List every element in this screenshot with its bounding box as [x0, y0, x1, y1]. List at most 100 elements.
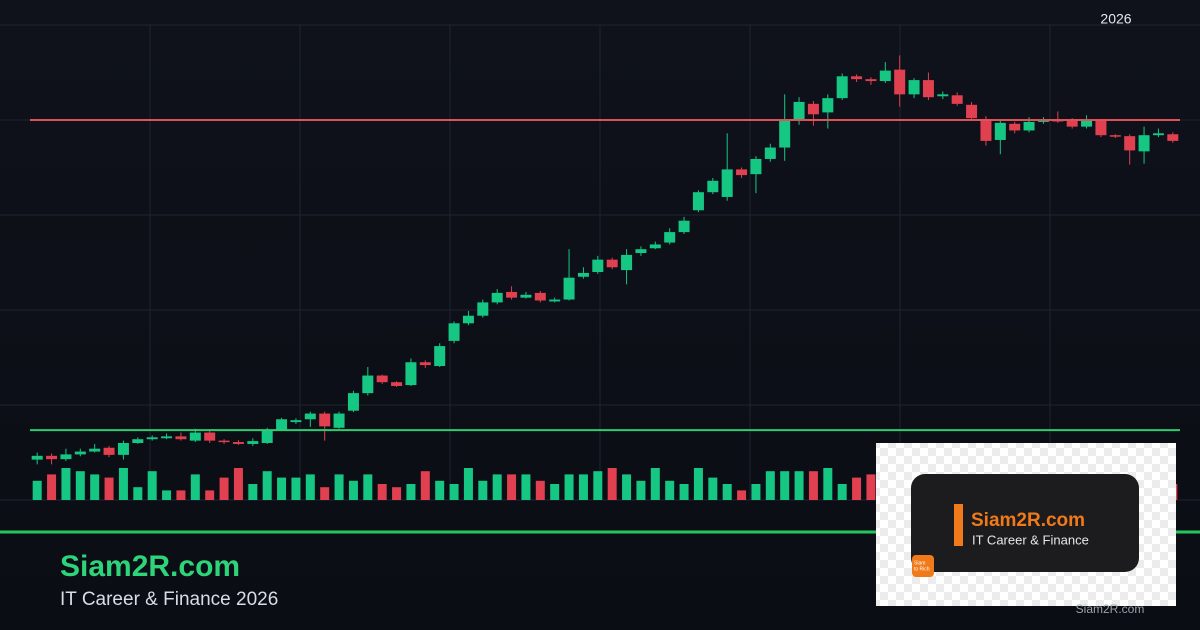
candle-body — [549, 299, 561, 302]
tagline: IT Career & Finance 2026 — [60, 589, 278, 610]
volume-bar — [420, 471, 430, 500]
logo-card: Siam2R.com IT Career & Finance Siam to R… — [876, 443, 1176, 616]
volume-bar — [176, 490, 186, 500]
candle-body — [764, 147, 776, 159]
candle-body — [218, 440, 230, 443]
candle-body — [908, 80, 920, 95]
candle-body — [46, 455, 58, 460]
candle-body — [779, 119, 791, 148]
candle-body — [290, 420, 302, 423]
candle-body — [822, 98, 834, 113]
candle-body — [391, 382, 403, 386]
volume-bar — [449, 484, 459, 500]
badge-line: Siam — [914, 560, 925, 566]
candle-body — [462, 315, 474, 324]
candle-body — [189, 432, 201, 441]
brand: Siam2R.com — [60, 550, 240, 583]
candle-body — [563, 277, 575, 300]
volume-bar — [463, 468, 473, 500]
candle-body — [707, 180, 719, 193]
volume-bar — [650, 468, 660, 500]
candle-body — [520, 294, 532, 298]
candle-body — [1109, 135, 1121, 137]
volume-bar — [665, 480, 675, 500]
candle-body — [1081, 120, 1093, 127]
candle-body — [851, 76, 863, 80]
candle-body — [232, 442, 244, 444]
candle-body — [534, 292, 546, 301]
volume-bar — [765, 471, 775, 500]
volume-bar — [852, 477, 862, 500]
candle-body — [333, 413, 345, 428]
badge-line: to Rich — [914, 566, 930, 572]
volume-bar — [363, 474, 373, 500]
volume-bar — [535, 480, 545, 500]
volume-bar — [61, 468, 71, 500]
watermark: Siam2R.com — [1076, 602, 1145, 616]
candle-body — [276, 419, 288, 430]
candle-body — [60, 454, 72, 460]
volume-bar — [219, 477, 229, 500]
volume-bar — [291, 477, 301, 500]
candle-body — [362, 375, 374, 394]
candle-body — [980, 119, 992, 141]
volume-bar — [794, 471, 804, 500]
volume-bar — [521, 474, 531, 500]
logo-panel — [911, 474, 1139, 572]
volume-bar — [737, 490, 747, 500]
candle-body — [951, 95, 963, 104]
volume-bar — [348, 480, 358, 500]
candle-body — [491, 292, 503, 303]
volume-bar — [780, 471, 790, 500]
candle-body — [1095, 120, 1107, 136]
candle-body — [606, 259, 618, 268]
volume-bar — [478, 480, 488, 500]
candle-body — [74, 451, 86, 455]
volume-bar — [578, 474, 588, 500]
volume-bar — [147, 471, 157, 500]
candle-body — [304, 413, 316, 420]
candle-body — [103, 447, 115, 455]
candle-body — [879, 70, 891, 82]
candle-body — [577, 272, 589, 277]
candle-body — [592, 259, 604, 272]
candle-body — [1167, 134, 1179, 141]
candle-body — [1066, 120, 1078, 127]
candle-body — [966, 104, 978, 119]
volume-bar — [492, 474, 502, 500]
candle-body — [204, 432, 216, 441]
candle-body — [692, 192, 704, 211]
candle-body — [836, 76, 848, 99]
candle-body — [621, 254, 633, 271]
candle-body — [736, 169, 748, 176]
volume-bar — [90, 474, 100, 500]
logo-bar — [954, 504, 963, 546]
volume-bar — [636, 480, 646, 500]
candle-body — [1152, 133, 1164, 136]
volume-bar — [722, 484, 732, 500]
volume-bar — [593, 471, 603, 500]
candle-body — [477, 302, 489, 316]
candle-body — [649, 244, 661, 249]
candle-body — [405, 362, 417, 386]
volume-bar — [507, 474, 517, 500]
candle-body — [1138, 135, 1150, 152]
volume-bar — [133, 487, 143, 500]
volume-bar — [679, 484, 689, 500]
candle-body — [937, 94, 949, 97]
volume-bar — [305, 474, 315, 500]
candle-body — [1009, 123, 1021, 131]
candle-body — [1124, 136, 1136, 151]
candle-body — [261, 429, 273, 443]
volume-bar — [205, 490, 215, 500]
volume-bar — [320, 487, 330, 500]
volume-bar — [75, 471, 85, 500]
volume-bar — [708, 477, 718, 500]
volume-bar — [435, 480, 445, 500]
candle-body — [1023, 121, 1035, 131]
candle-body — [922, 80, 934, 98]
volume-bar — [47, 474, 57, 500]
volume-bar — [837, 484, 847, 500]
candle-body — [161, 436, 173, 439]
